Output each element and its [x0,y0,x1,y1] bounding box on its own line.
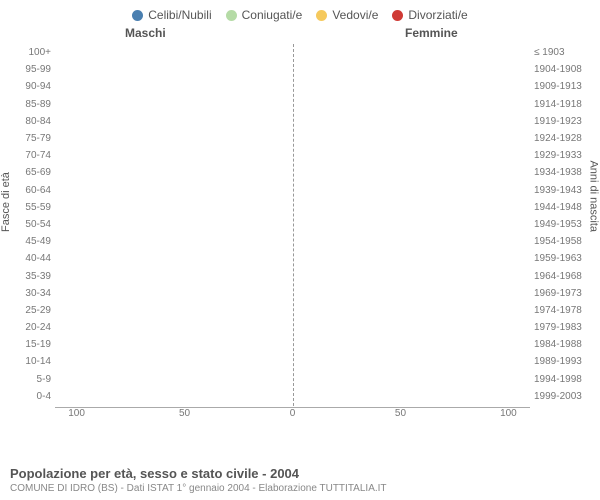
pyramid-row: 95-991904-1908 [55,61,530,78]
pyramid-row: 45-491954-1958 [55,233,530,250]
x-tick: 50 [179,408,190,419]
age-label: 65-69 [17,167,51,178]
y-left-title: Fasce di età [0,172,12,232]
age-label: 55-59 [17,202,51,213]
age-label: 10-14 [17,356,51,367]
age-label: 80-84 [17,116,51,127]
chart-title: Popolazione per età, sesso e stato civil… [10,466,387,481]
legend-item: Celibi/Nubili [132,8,211,22]
pyramid-row: 50-541949-1953 [55,216,530,233]
birth-label: 1939-1943 [534,185,592,196]
legend-item: Coniugati/e [226,8,303,22]
female-header: Femmine [405,26,458,40]
pyramid-row: 10-141989-1993 [55,353,530,370]
x-tick: 0 [290,408,296,419]
birth-label: 1999-2003 [534,391,592,402]
age-label: 40-44 [17,253,51,264]
male-header: Maschi [125,26,166,40]
age-label: 35-39 [17,271,51,282]
age-label: 60-64 [17,185,51,196]
birth-label: 1914-1918 [534,99,592,110]
pyramid-row: 15-191984-1988 [55,336,530,353]
pyramid-row: 40-441959-1963 [55,250,530,267]
pyramid-row: 100+≤ 1903 [55,44,530,61]
birth-label: 1989-1993 [534,356,592,367]
birth-label: 1959-1963 [534,253,592,264]
x-tick: 50 [395,408,406,419]
x-tick: 100 [68,408,85,419]
birth-label: ≤ 1903 [534,47,592,58]
age-label: 75-79 [17,133,51,144]
pyramid-row: 80-841919-1923 [55,113,530,130]
birth-label: 1964-1968 [534,271,592,282]
age-label: 15-19 [17,339,51,350]
pyramid-row: 65-691934-1938 [55,164,530,181]
birth-label: 1974-1978 [534,305,592,316]
plot-area: 100+≤ 190395-991904-190890-941909-191385… [55,44,530,406]
birth-label: 1979-1983 [534,322,592,333]
age-label: 25-29 [17,305,51,316]
birth-label: 1909-1913 [534,81,592,92]
chart: Maschi Femmine Fasce di età Anni di nasc… [0,26,600,426]
legend: Celibi/Nubili Coniugati/e Vedovi/e Divorzia… [0,0,600,26]
x-tick: 100 [500,408,517,419]
birth-label: 1934-1938 [534,167,592,178]
legend-item: Divorziati/e [392,8,467,22]
age-label: 95-99 [17,64,51,75]
birth-label: 1954-1958 [534,236,592,247]
age-label: 5-9 [17,374,51,385]
pyramid-row: 25-291974-1978 [55,302,530,319]
pyramid-row: 0-41999-2003 [55,388,530,405]
age-label: 85-89 [17,99,51,110]
legend-label: Coniugati/e [242,8,303,22]
pyramid-row: 60-641939-1943 [55,182,530,199]
pyramid-row: 85-891914-1918 [55,96,530,113]
age-label: 50-54 [17,219,51,230]
legend-swatch [316,10,327,21]
pyramid-row: 70-741929-1933 [55,147,530,164]
age-label: 45-49 [17,236,51,247]
pyramid-row: 5-91994-1998 [55,371,530,388]
legend-swatch [226,10,237,21]
age-label: 20-24 [17,322,51,333]
pyramid-row: 20-241979-1983 [55,319,530,336]
birth-label: 1919-1923 [534,116,592,127]
pyramid-row: 75-791924-1928 [55,130,530,147]
legend-swatch [392,10,403,21]
birth-label: 1994-1998 [534,374,592,385]
age-label: 30-34 [17,288,51,299]
birth-label: 1949-1953 [534,219,592,230]
legend-label: Divorziati/e [408,8,467,22]
birth-label: 1929-1933 [534,150,592,161]
age-label: 90-94 [17,81,51,92]
footer: Popolazione per età, sesso e stato civil… [10,466,387,494]
pyramid-row: 55-591944-1948 [55,199,530,216]
birth-label: 1944-1948 [534,202,592,213]
age-label: 0-4 [17,391,51,402]
birth-label: 1924-1928 [534,133,592,144]
birth-label: 1904-1908 [534,64,592,75]
legend-label: Vedovi/e [332,8,378,22]
age-label: 70-74 [17,150,51,161]
birth-label: 1969-1973 [534,288,592,299]
legend-item: Vedovi/e [316,8,378,22]
pyramid-row: 30-341969-1973 [55,285,530,302]
pyramid-row: 35-391964-1968 [55,267,530,284]
legend-label: Celibi/Nubili [148,8,211,22]
x-axis: 100 50 0 50 100 [55,408,530,424]
pyramid-row: 90-941909-1913 [55,78,530,95]
age-label: 100+ [17,47,51,58]
chart-subtitle: COMUNE DI IDRO (BS) - Dati ISTAT 1° genn… [10,483,387,494]
legend-swatch [132,10,143,21]
birth-label: 1984-1988 [534,339,592,350]
